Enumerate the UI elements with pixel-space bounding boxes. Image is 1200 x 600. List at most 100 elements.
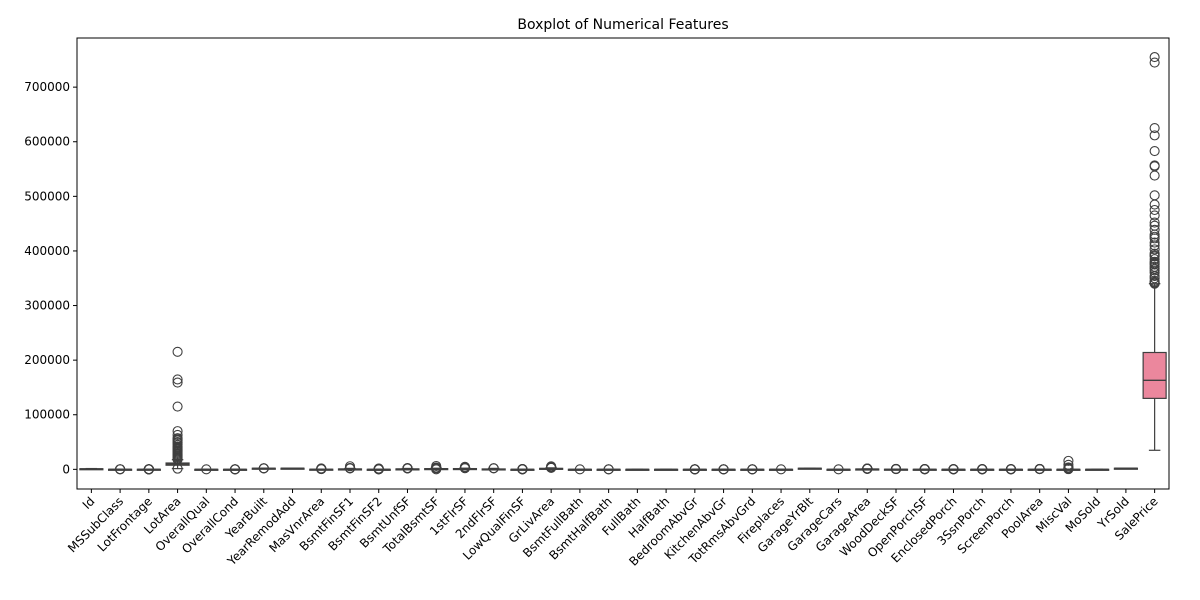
box-group: [941, 463, 966, 475]
box-group: [740, 464, 765, 475]
outlier-point: [977, 464, 988, 475]
outlier-point: [1149, 210, 1160, 221]
box-group: [136, 464, 161, 475]
outlier-point: [1005, 464, 1016, 475]
box-group: [337, 461, 363, 474]
box-group: [395, 463, 420, 474]
outlier-point: [718, 464, 729, 475]
outlier-point: [201, 464, 212, 475]
outlier-point: [172, 377, 183, 388]
box-group: [826, 464, 851, 475]
box-group: [79, 467, 104, 471]
outlier-point: [344, 461, 356, 472]
outlier-point: [172, 374, 183, 385]
box-group: [970, 464, 995, 475]
outlier-point: [890, 463, 902, 474]
box-group: [797, 467, 822, 470]
box-group: [280, 467, 305, 470]
outlier-point: [373, 463, 384, 474]
outlier-point: [1149, 224, 1160, 235]
box-group: [424, 460, 449, 475]
box-group: [768, 464, 794, 475]
outlier-point: [747, 464, 758, 475]
outlier-point: [115, 464, 126, 475]
plot-area: [79, 52, 1167, 475]
outlier-point: [230, 464, 241, 475]
outlier-point: [689, 464, 700, 475]
outlier-point: [1149, 256, 1160, 267]
box-group: [1027, 463, 1052, 475]
outlier-point: [546, 461, 557, 472]
y-axis: 0 100000 200000 300000 400000 500000 600000 700…: [24, 80, 77, 476]
box-group: [596, 464, 621, 475]
outlier-point: [1149, 160, 1160, 171]
chart-title: Boxplot of Numerical Features: [517, 17, 728, 33]
outlier-point: [517, 463, 528, 475]
outlier-point: [172, 401, 183, 412]
outlier-point: [919, 463, 930, 475]
box-group: [855, 463, 880, 474]
y-tick-label: 300000: [24, 299, 70, 313]
outlier-point: [1149, 204, 1160, 216]
box-group: [998, 464, 1024, 475]
outlier-point: [833, 464, 844, 475]
box-group: [912, 463, 937, 475]
box-group: [510, 463, 535, 475]
outlier-point: [172, 433, 183, 444]
box-group: [108, 464, 133, 475]
box-group: [883, 463, 909, 475]
axes-frame: [76, 37, 1170, 490]
box-group: [711, 464, 736, 475]
box-group: [309, 463, 334, 475]
outlier-point: [1149, 237, 1160, 248]
outlier-point: [1149, 130, 1160, 141]
box-group: [654, 468, 679, 471]
box-group: [222, 464, 248, 475]
box-group: [625, 468, 650, 471]
outlier-point: [1149, 254, 1160, 265]
y-tick-label: 400000: [24, 244, 70, 258]
box-group: [567, 464, 592, 475]
box-group: [481, 463, 506, 474]
outlier-point: [143, 464, 154, 475]
outlier-point: [1063, 462, 1074, 473]
y-tick-label: 200000: [24, 353, 70, 367]
outlier-point: [172, 426, 183, 437]
outlier-point: [1063, 459, 1074, 470]
outlier-point: [1149, 123, 1160, 134]
box-group: [165, 346, 190, 474]
outlier-point: [948, 463, 959, 475]
outlier-point: [431, 460, 442, 472]
box-group: [1142, 52, 1167, 451]
outlier-point: [459, 461, 470, 472]
outlier-point: [1149, 244, 1160, 255]
outlier-point: [1149, 248, 1160, 259]
box: [1142, 351, 1167, 399]
outlier-point: [1149, 220, 1160, 231]
box-group: [366, 463, 391, 475]
outlier-point: [1149, 57, 1160, 68]
box-group: [1085, 468, 1110, 471]
box-group: [1113, 467, 1138, 470]
box-group: [251, 463, 276, 474]
outlier-point: [1149, 146, 1160, 157]
y-tick-label: 0: [62, 462, 70, 476]
box-group: [539, 461, 564, 473]
outlier-point: [603, 464, 614, 475]
box-group: [1056, 455, 1081, 475]
outlier-point: [402, 463, 413, 474]
outlier-point: [488, 463, 499, 474]
outlier-point: [258, 463, 269, 474]
outlier-point: [1063, 455, 1074, 466]
outlier-point: [1149, 275, 1160, 287]
y-tick-label: 700000: [24, 80, 70, 94]
outlier-point: [1149, 217, 1160, 228]
y-tick-label: 100000: [24, 408, 70, 422]
box-group: [194, 464, 219, 475]
y-tick-label: 500000: [24, 189, 70, 203]
outlier-point: [776, 464, 787, 475]
box-group: [682, 464, 707, 475]
outlier-point: [1149, 52, 1160, 63]
